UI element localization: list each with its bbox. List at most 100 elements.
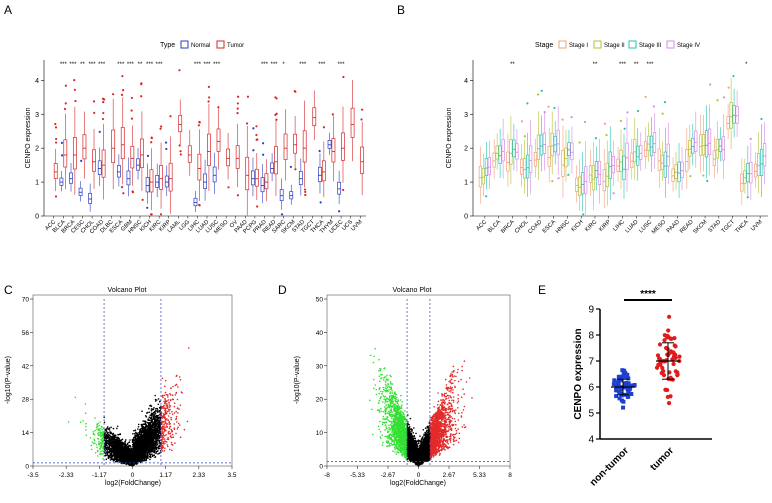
outlier-point (605, 133, 608, 137)
outlier-point (255, 125, 258, 128)
gene-point (170, 387, 172, 390)
outlier-point (361, 108, 364, 111)
outlier-point (150, 141, 153, 144)
box-stage4-stad (721, 136, 725, 161)
box-stage1-paad (671, 168, 675, 182)
box-stage3-coad (539, 134, 544, 156)
box-normal-pcpg (251, 170, 255, 186)
box-tumor-kich (149, 169, 154, 193)
box-stage2-tgct (729, 102, 733, 129)
box-normal-thca (318, 166, 322, 183)
box-stage3-read (691, 137, 695, 154)
box-normal-chol (88, 193, 93, 204)
panel-a-legend: Type Normal Tumor (160, 40, 244, 49)
outlier-point (169, 115, 172, 118)
outlier-point (131, 190, 134, 193)
significance-mark: *** (98, 62, 106, 68)
outlier-point (207, 100, 210, 103)
significance-mark: * (745, 62, 748, 68)
box-stage2-brca (509, 139, 513, 165)
panel-b-boxes (478, 74, 767, 216)
gene-point (143, 426, 145, 429)
x-tick-label-hnsc: HNSC (555, 219, 571, 235)
outlier-point (722, 96, 726, 99)
gene-point (161, 450, 164, 452)
gene-point (91, 441, 94, 443)
outlier-point (120, 93, 124, 96)
gene-point (161, 377, 164, 380)
significance-mark: *** (203, 62, 211, 68)
box-stage4-meso (666, 143, 670, 167)
box-stage1-esca (547, 146, 551, 167)
outlier-point (121, 75, 124, 78)
gene-point (93, 438, 95, 441)
gene-point (172, 436, 175, 439)
gene-point (176, 407, 179, 410)
outlier-point (727, 86, 730, 89)
gene-point (96, 446, 98, 449)
x-tick-label-stad: STAD (707, 219, 722, 234)
legend-a-normal-swatch (180, 40, 189, 49)
gene-point (179, 436, 182, 439)
x-tick-label-esca: ESCA (542, 219, 557, 234)
legend-a-title: Type (160, 42, 175, 49)
gene-point (170, 428, 172, 431)
box-tumor-lihc (197, 153, 202, 181)
outlier-point (583, 120, 587, 124)
gene-point (148, 407, 150, 410)
gene-point (157, 403, 160, 406)
outlier-point (626, 111, 629, 114)
gene-point (156, 411, 159, 413)
gene-point (104, 441, 107, 444)
panel-a-boxes (53, 69, 365, 216)
gene-point (158, 400, 161, 403)
box-stage4-kirc (597, 160, 602, 185)
box-stage3-tgct (732, 105, 736, 124)
box-tumor-acc (53, 163, 58, 179)
gene-point (149, 458, 151, 461)
gene-point (104, 449, 106, 452)
gene-point (162, 441, 165, 443)
gene-point (142, 420, 144, 422)
outlier-point (54, 141, 58, 144)
significance-mark: *** (261, 62, 269, 68)
outlier-point (140, 95, 143, 98)
gene-point (155, 442, 158, 444)
box-stage4-acc (487, 157, 491, 176)
outlier-point (540, 89, 543, 92)
box-stage2-kirp (605, 162, 609, 187)
box-normal-sarc (279, 189, 284, 202)
box-stage2-coad (536, 134, 541, 161)
box-normal-luad (203, 173, 207, 189)
gene-point (161, 405, 163, 408)
gene-point (164, 447, 166, 450)
outlier-point (636, 109, 640, 113)
box-stage1-uvm (754, 163, 758, 178)
outlier-point (101, 97, 105, 100)
outlier-point (274, 113, 277, 117)
panel-a-significance: *** *** ** *** *** *** *** ** *** *** *** *** *** ***… (60, 62, 345, 68)
panel-c: Volcano Plot -3.5 -2.33 -1.17 0 1.17 2.33 3.50… (5, 287, 237, 487)
gene-point (110, 426, 112, 429)
y-tick-label: 3 (464, 112, 468, 119)
outlier-point (561, 118, 564, 121)
box-stage4-lusc (652, 132, 657, 153)
gene-point (161, 426, 164, 429)
gene-point (164, 398, 166, 401)
outlier-point (64, 102, 67, 105)
outlier-point (236, 194, 240, 197)
outlier-point (304, 190, 307, 194)
outlier-point (60, 154, 64, 157)
gene-point (96, 450, 99, 453)
gene-point (106, 439, 108, 442)
box-tumor-lgg (187, 145, 192, 163)
box-stage2-kirc (591, 165, 596, 191)
box-stage3-kirc (594, 161, 599, 178)
box-tumor-meso (226, 148, 230, 167)
box-stage3-brca (512, 139, 516, 158)
outlier-point (217, 106, 220, 109)
gene-point (121, 438, 124, 441)
outlier-point (93, 111, 96, 114)
outlier-point (130, 117, 133, 120)
